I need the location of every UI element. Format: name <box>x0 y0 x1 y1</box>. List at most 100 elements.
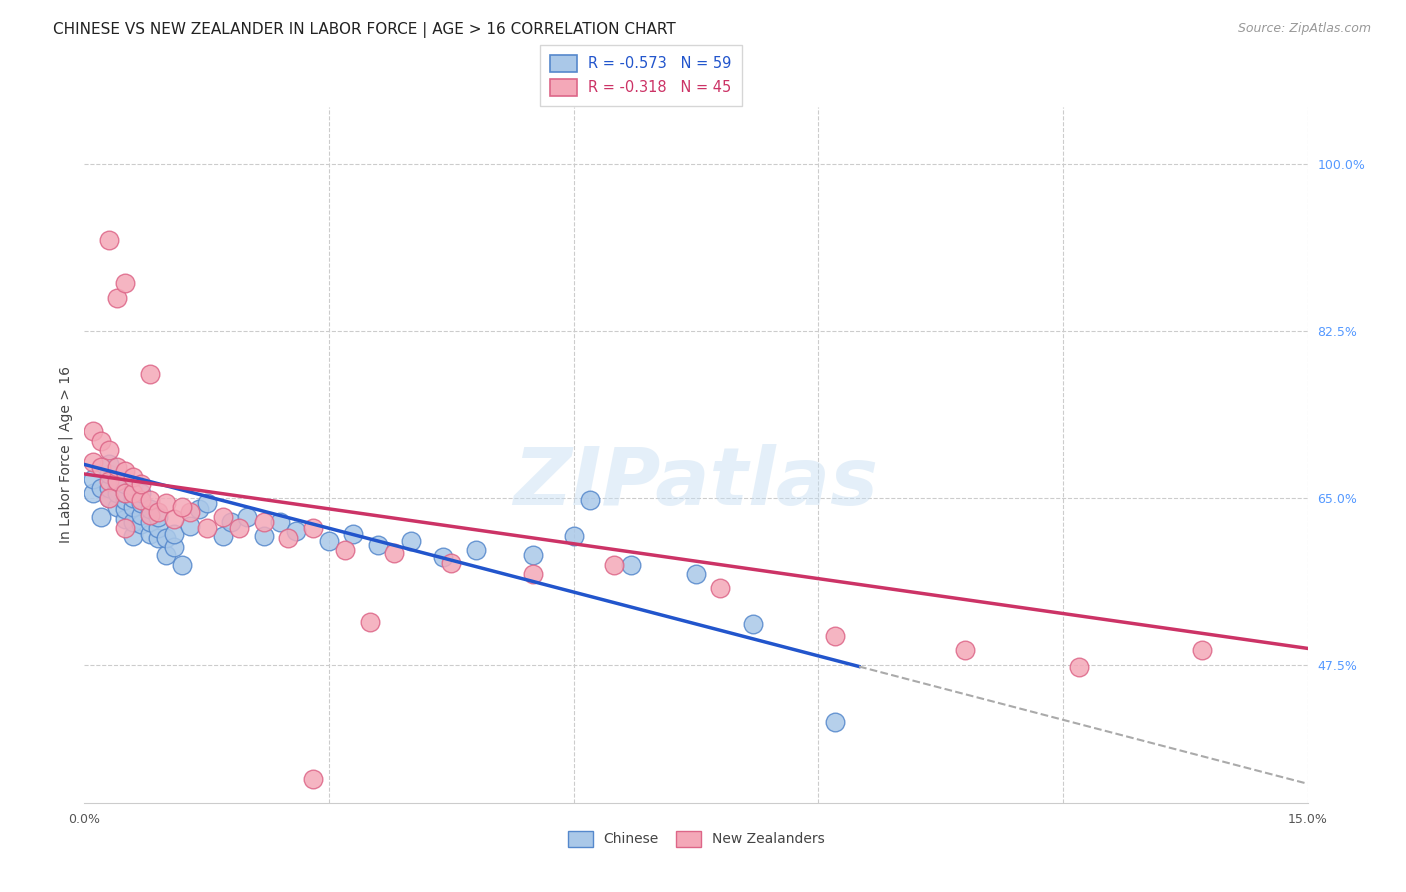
Point <box>114 486 136 500</box>
Point <box>824 629 846 643</box>
Point <box>131 495 153 509</box>
Point <box>228 521 250 535</box>
Point <box>82 454 104 468</box>
Point <box>90 481 112 495</box>
Point <box>522 567 544 582</box>
Point <box>318 533 340 548</box>
Point <box>301 772 323 786</box>
Point <box>114 464 136 478</box>
Point <box>301 521 323 535</box>
Point <box>579 492 602 507</box>
Point <box>187 502 209 516</box>
Point <box>146 521 169 535</box>
Point <box>105 481 128 495</box>
Point <box>163 527 186 541</box>
Legend: Chinese, New Zealanders: Chinese, New Zealanders <box>560 822 832 855</box>
Point <box>138 492 160 507</box>
Point <box>219 515 242 529</box>
Point <box>131 508 153 522</box>
Point <box>122 486 145 500</box>
Point <box>685 567 707 582</box>
Point <box>97 443 120 458</box>
Point <box>432 549 454 564</box>
Point <box>138 508 160 522</box>
Text: ZIPatlas: ZIPatlas <box>513 443 879 522</box>
Point <box>131 476 153 491</box>
Point <box>138 367 160 381</box>
Point <box>179 505 201 519</box>
Point <box>359 615 381 629</box>
Point <box>1191 643 1213 657</box>
Point <box>195 521 218 535</box>
Point <box>212 529 235 543</box>
Point <box>155 548 177 562</box>
Point <box>138 515 160 529</box>
Point <box>114 486 136 500</box>
Point <box>335 543 357 558</box>
Point <box>440 556 463 570</box>
Point <box>285 524 308 538</box>
Point <box>163 541 186 555</box>
Point <box>131 517 153 532</box>
Text: Source: ZipAtlas.com: Source: ZipAtlas.com <box>1237 22 1371 36</box>
Point <box>82 424 104 438</box>
Point <box>97 458 120 472</box>
Point <box>195 495 218 509</box>
Point <box>742 616 765 631</box>
Point <box>236 509 259 524</box>
Point <box>620 558 643 572</box>
Point <box>179 519 201 533</box>
Point <box>342 527 364 541</box>
Point <box>155 495 177 509</box>
Point <box>131 486 153 500</box>
Point <box>277 531 299 545</box>
Point <box>82 486 104 500</box>
Point <box>105 486 128 500</box>
Point <box>90 434 112 448</box>
Point <box>163 512 186 526</box>
Point <box>97 234 120 248</box>
Point <box>105 474 128 488</box>
Point <box>212 509 235 524</box>
Point <box>114 502 136 516</box>
Point <box>122 491 145 505</box>
Point <box>146 509 169 524</box>
Point <box>155 531 177 545</box>
Point <box>172 500 194 515</box>
Point <box>824 714 846 729</box>
Point <box>105 460 128 475</box>
Point <box>253 529 276 543</box>
Point <box>114 521 136 535</box>
Point <box>122 479 145 493</box>
Point <box>131 492 153 507</box>
Point <box>114 277 136 291</box>
Point <box>146 531 169 545</box>
Point <box>269 515 291 529</box>
Point <box>105 500 128 515</box>
Point <box>464 543 486 558</box>
Point <box>122 515 145 529</box>
Point <box>97 491 120 505</box>
Point <box>97 474 120 488</box>
Point <box>382 546 405 560</box>
Point <box>90 460 112 475</box>
Point <box>114 512 136 526</box>
Point <box>562 529 585 543</box>
Point <box>603 558 626 572</box>
Point <box>399 533 422 548</box>
Point <box>709 582 731 596</box>
Point <box>90 509 112 524</box>
Point <box>1069 660 1091 674</box>
Point <box>138 502 160 516</box>
Point <box>122 529 145 543</box>
Point <box>97 491 120 505</box>
Point <box>953 643 976 657</box>
Point <box>253 515 276 529</box>
Point <box>522 548 544 562</box>
Point <box>105 291 128 305</box>
Point <box>172 558 194 572</box>
Point <box>114 476 136 491</box>
Point <box>114 492 136 507</box>
Point <box>105 474 128 488</box>
Point <box>97 481 120 495</box>
